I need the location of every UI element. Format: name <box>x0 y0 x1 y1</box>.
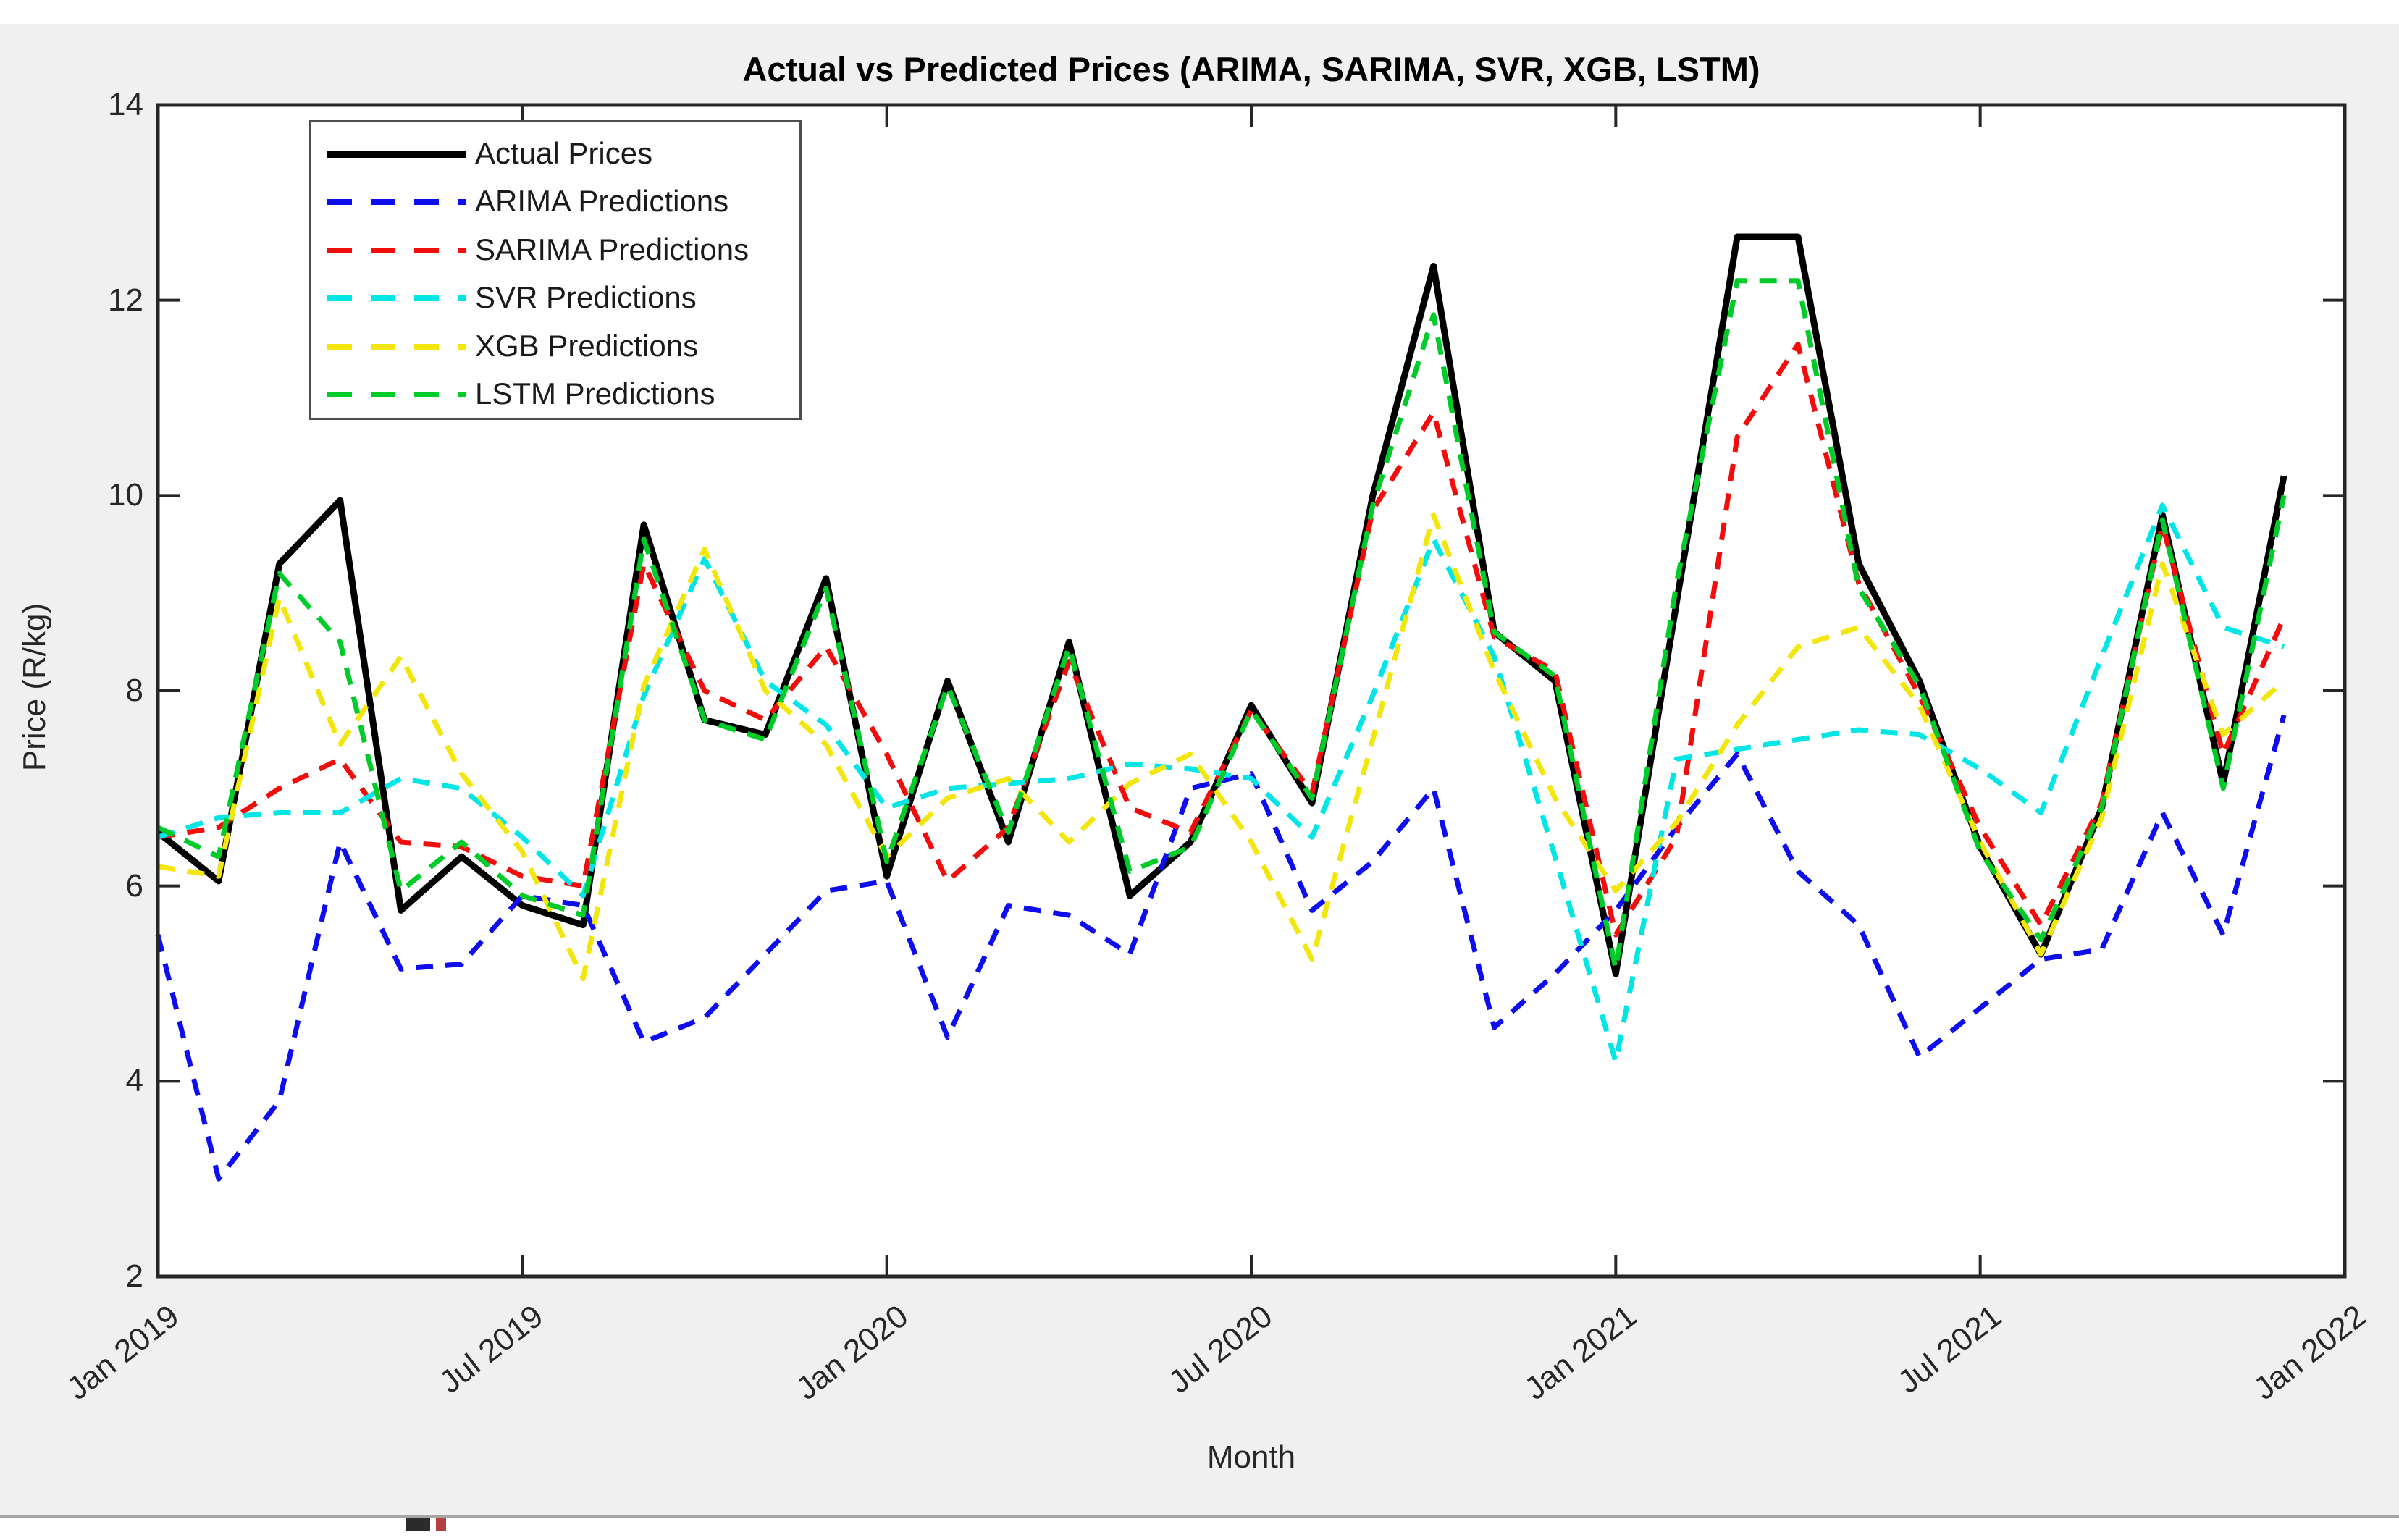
chart-title: Actual vs Predicted Prices (ARIMA, SARIM… <box>742 50 1760 88</box>
legend-line-actual-icon <box>327 149 466 158</box>
legend-line-arima-icon <box>327 197 466 206</box>
legend: Actual Prices ARIMA Predictions SARIMA P… <box>309 120 802 420</box>
series-line-xgb <box>157 512 2286 982</box>
legend-label: LSTM Predictions <box>475 376 715 411</box>
bottom-edge-artifact <box>406 1518 430 1531</box>
legend-label: SVR Predictions <box>475 280 697 314</box>
legend-label: XGB Predictions <box>475 328 699 363</box>
legend-item-svr: SVR Predictions <box>311 273 799 323</box>
y-tick-label: 2 <box>125 1258 143 1294</box>
axes-box <box>156 103 2347 1279</box>
legend-label: ARIMA Predictions <box>475 184 729 218</box>
legend-label: Actual Prices <box>475 135 653 170</box>
legend-item-xgb: XGB Predictions <box>311 321 799 371</box>
y-tick-label: 10 <box>108 477 143 513</box>
bottom-edge-artifact <box>436 1518 446 1531</box>
legend-item-arima: ARIMA Predictions <box>311 177 799 227</box>
legend-item-sarima: SARIMA Predictions <box>311 224 799 274</box>
series-line-arima <box>155 714 2287 1182</box>
legend-line-sarima-icon <box>327 245 466 254</box>
window-bottom-edge <box>0 1515 2399 1518</box>
legend-line-svr-icon <box>327 293 466 302</box>
legend-line-xgb-icon <box>327 342 466 350</box>
series-line-lstm <box>156 278 2287 972</box>
x-axis-label: Month <box>1206 1439 1296 1475</box>
y-tick-label: 6 <box>125 867 143 904</box>
y-tick-label: 8 <box>125 673 143 708</box>
y-tick-label: 12 <box>108 282 143 318</box>
legend-item-actual: Actual Prices <box>311 128 799 178</box>
legend-line-lstm-icon <box>327 390 466 398</box>
y-tick-label: 4 <box>125 1063 143 1099</box>
legend-item-lstm: LSTM Predictions <box>311 369 799 419</box>
y-tick-label: 14 <box>108 87 143 122</box>
legend-label: SARIMA Predictions <box>475 232 749 266</box>
